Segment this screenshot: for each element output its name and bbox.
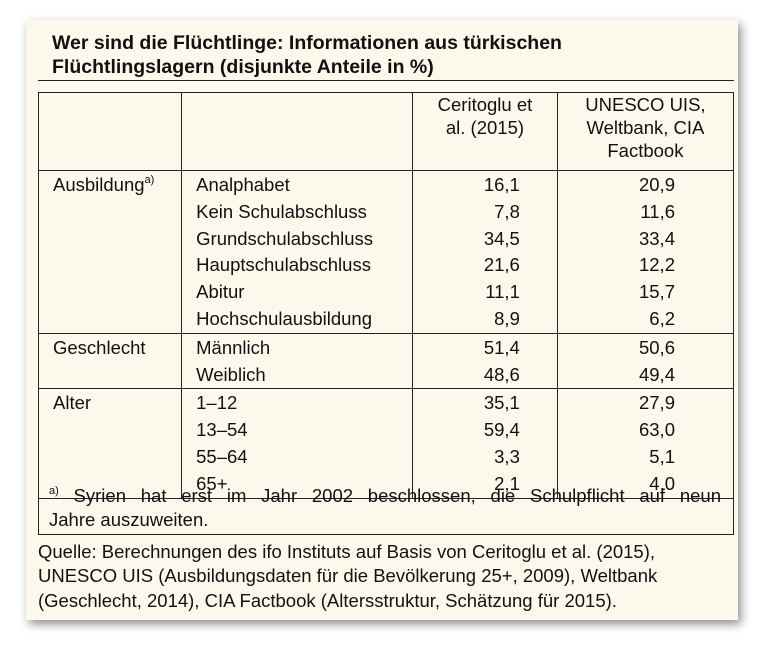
value-ceritoglu: 35,1	[412, 388, 558, 418]
row-label: Hauptschulabschluss	[181, 252, 414, 280]
header-unesco-line-3: Factbook	[607, 140, 684, 161]
group-label-cell	[37, 198, 183, 226]
header-unesco: UNESCO UIS, Weltbank, CIA Factbook	[556, 92, 735, 171]
value-ceritoglu: 11,1	[412, 279, 558, 306]
value-ceritoglu: 59,4	[412, 417, 558, 444]
header-ceritoglu-line-1: Ceritoglu et	[437, 94, 533, 115]
group-label-cell	[37, 417, 183, 444]
value-unesco: 63,0	[556, 417, 735, 444]
row-label: Weiblich	[181, 361, 414, 390]
value-ceritoglu: 2,1	[412, 470, 558, 499]
value-ceritoglu: 7,8	[412, 198, 558, 226]
row-label: Grundschulabschluss	[181, 225, 414, 253]
value-unesco: 33,4	[556, 225, 735, 253]
figure-card: Wer sind die Flüchtlinge: Informationen …	[26, 20, 738, 620]
table-row: Hochschulausbildung 8,9 6,2	[37, 305, 735, 334]
table-row: Geschlecht Männlich 51,4 50,6	[37, 333, 735, 362]
group-label-cell	[37, 470, 183, 499]
group-label-cell	[37, 305, 183, 334]
group-label-cell	[37, 443, 183, 471]
value-ceritoglu: 34,5	[412, 225, 558, 253]
value-unesco: 15,7	[556, 279, 735, 306]
row-label: Hochschulausbildung	[181, 305, 414, 334]
value-ceritoglu: 3,3	[412, 443, 558, 471]
table-row: Hauptschulabschluss 21,6 12,2	[37, 252, 735, 280]
header-cell-empty-1	[37, 92, 183, 171]
header-unesco-line-1: UNESCO UIS,	[585, 94, 706, 115]
value-ceritoglu: 21,6	[412, 252, 558, 280]
table-row: Alter 1–12 35,1 27,9	[37, 388, 735, 418]
title-rule	[38, 80, 734, 81]
row-label: Abitur	[181, 279, 414, 306]
table-row: Kein Schulabschluss 7,8 11,6	[37, 198, 735, 226]
table-title: Wer sind die Flüchtlinge: Informationen …	[52, 31, 732, 79]
source-line-2: UNESCO UIS (Ausbildungsdaten für die Bev…	[38, 565, 658, 587]
refugee-table: Ceritoglu et al. (2015) UNESCO UIS, Welt…	[37, 92, 735, 499]
header-ceritoglu-line-2: al. (2015)	[445, 117, 525, 138]
row-label: Kein Schulabschluss	[181, 198, 414, 226]
table-row: 13–54 59,4 63,0	[37, 417, 735, 444]
group-label-cell: Alter	[37, 388, 183, 418]
group-footnote-mark: a)	[144, 174, 155, 186]
table-row: Ausbildunga) Analphabet 16,1 20,9	[37, 170, 735, 199]
value-ceritoglu: 16,1	[412, 170, 558, 199]
group-label-cell: Ausbildunga)	[37, 170, 183, 199]
source-line-1: Quelle: Berechnungen des ifo Instituts a…	[38, 541, 656, 562]
group-label-cell	[37, 252, 183, 280]
table-header-row: Ceritoglu et al. (2015) UNESCO UIS, Welt…	[37, 92, 735, 171]
table-row: 65+ 2,1 4,0	[37, 470, 735, 499]
row-label: 65+	[181, 470, 414, 499]
header-ceritoglu: Ceritoglu et al. (2015)	[412, 92, 558, 171]
value-unesco: 49,4	[556, 361, 735, 390]
group-label: Geschlecht	[53, 336, 146, 358]
group-label-cell	[37, 361, 183, 390]
source-line-3: (Geschlecht, 2014), CIA Factbook (Alters…	[38, 589, 617, 611]
row-label: Männlich	[181, 333, 414, 362]
value-ceritoglu: 8,9	[412, 305, 558, 334]
table-row: Weiblich 48,6 49,4	[37, 361, 735, 390]
header-cell-empty-2	[181, 92, 414, 171]
source-note: Quelle: Berechnungen des ifo Instituts a…	[38, 540, 734, 613]
value-unesco: 27,9	[556, 388, 735, 418]
table-row: Abitur 11,1 15,7	[37, 279, 735, 306]
value-unesco: 12,2	[556, 252, 735, 280]
value-unesco: 11,6	[556, 198, 735, 226]
table-row: Grundschulabschluss 34,5 33,4	[37, 225, 735, 253]
group-label: Ausbildung	[53, 174, 145, 195]
value-unesco: 4,0	[556, 470, 735, 499]
group-label: Alter	[53, 392, 92, 414]
value-ceritoglu: 48,6	[412, 361, 558, 390]
title-line-2: Flüchtlingslagern (disjunkte Anteile in …	[52, 56, 434, 78]
row-label: 1–12	[181, 388, 414, 418]
table-row: 55–64 3,3 5,1	[37, 443, 735, 471]
title-line-1: Wer sind die Flüchtlinge: Informationen …	[52, 32, 562, 54]
row-label: 13–54	[181, 417, 414, 444]
row-label: Analphabet	[181, 170, 414, 199]
value-unesco: 50,6	[556, 333, 735, 362]
value-unesco: 5,1	[556, 443, 735, 471]
header-unesco-line-2: Weltbank, CIA	[586, 117, 705, 138]
row-label: 55–64	[181, 443, 414, 471]
group-label-cell: Geschlecht	[37, 333, 183, 362]
value-unesco: 20,9	[556, 170, 735, 199]
footnote-mark: a)	[49, 485, 59, 497]
value-ceritoglu: 51,4	[412, 333, 558, 362]
footnote-line-1: a) Syrien hat erst im Jahr 2002 beschlos…	[49, 484, 721, 508]
footnote-text-1: Syrien hat erst im Jahr 2002 beschlossen…	[73, 485, 721, 506]
value-unesco: 6,2	[556, 305, 735, 334]
group-label-cell	[37, 225, 183, 253]
footnote: a) Syrien hat erst im Jahr 2002 beschlos…	[38, 484, 734, 535]
footnote-text-2: Jahre auszuweiten.	[49, 509, 209, 530]
group-label-cell	[37, 279, 183, 306]
